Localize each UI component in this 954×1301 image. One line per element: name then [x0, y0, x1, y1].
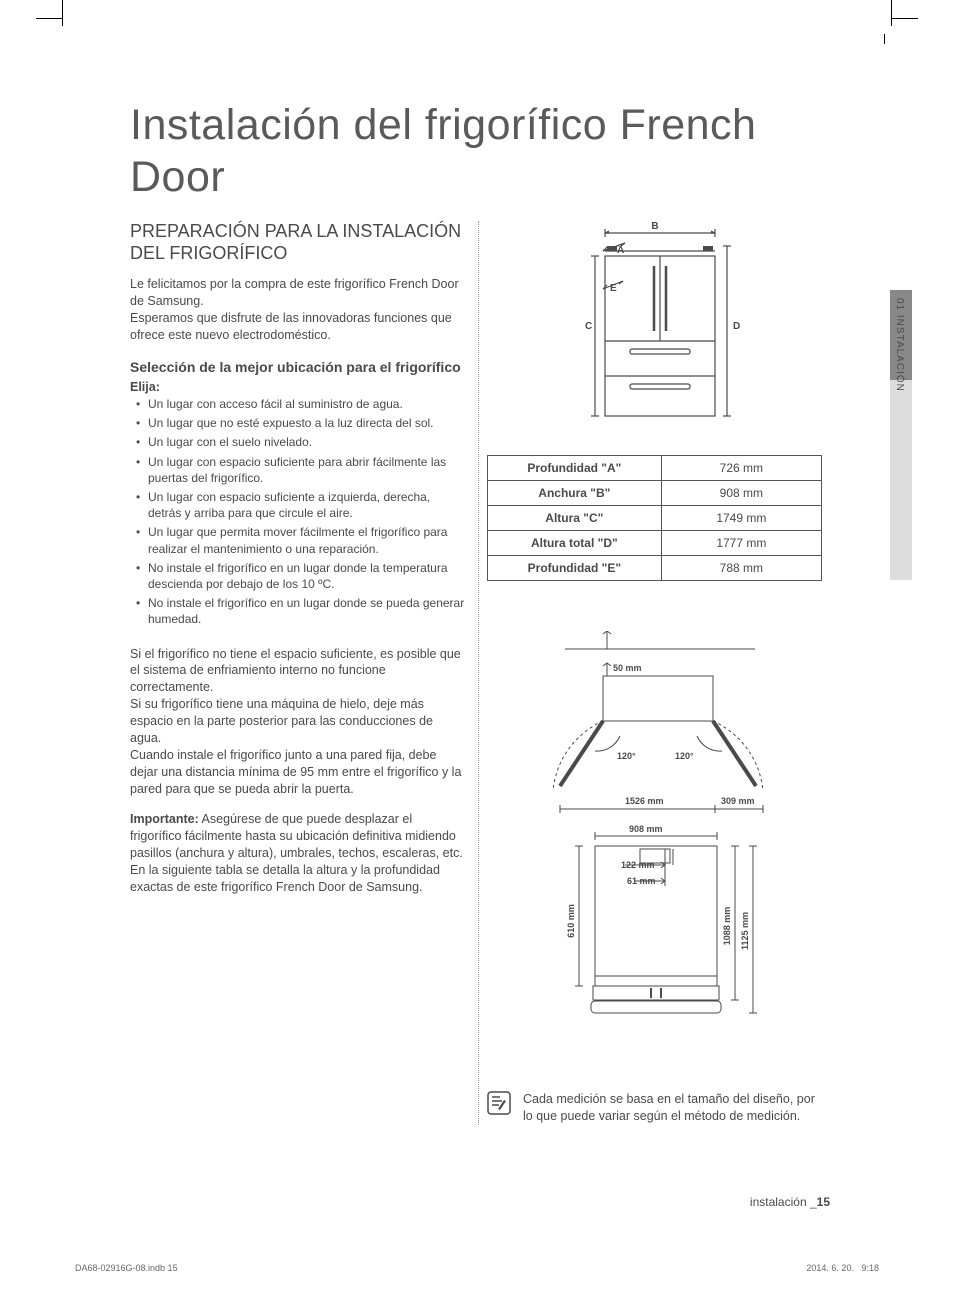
print-footer: DA68-02916G-08.indb 15 2014. 6. 20. 9:18: [75, 1263, 879, 1273]
note-block: Cada medición se basa en el tamaño del d…: [487, 1091, 822, 1125]
list-item: Un lugar con espacio suficiente a izquie…: [130, 489, 465, 521]
table-row: Profundidad "E"788 mm: [488, 556, 822, 581]
svg-text:1125 mm: 1125 mm: [740, 912, 750, 950]
svg-text:E: E: [610, 283, 617, 294]
list-item: Un lugar con acceso fácil al suministro …: [130, 396, 465, 412]
print-file: DA68-02916G-08.indb 15: [75, 1263, 178, 1273]
list-item: No instale el frigorífico en un lugar do…: [130, 560, 465, 592]
list-item: Un lugar que no esté expuesto a la luz d…: [130, 415, 465, 431]
choose-label: Elija:: [130, 380, 465, 394]
svg-text:908 mm: 908 mm: [629, 824, 663, 834]
door-swing-diagram: 50 mm 120° 120° 1526 mm 309 mm 908 mm 12…: [525, 631, 785, 1031]
svg-text:1526 mm: 1526 mm: [625, 796, 664, 806]
table-row: Profundidad "A"726 mm: [488, 456, 822, 481]
list-item: Un lugar con el suelo nivelado.: [130, 434, 465, 450]
important-paragraph: Importante: Asegúrese de que puede despl…: [130, 811, 465, 895]
svg-text:50 mm: 50 mm: [613, 663, 642, 673]
svg-text:120°: 120°: [675, 751, 694, 761]
svg-text:B: B: [651, 221, 658, 232]
list-item: Un lugar con espacio suficiente para abr…: [130, 454, 465, 486]
page-footer: instalación _15: [750, 1195, 830, 1209]
svg-text:309 mm: 309 mm: [721, 796, 755, 806]
svg-text:1088 mm: 1088 mm: [722, 907, 732, 946]
svg-text:D: D: [733, 321, 740, 332]
table-row: Altura "C"1749 mm: [488, 506, 822, 531]
paragraph: Si el frigorífico no tiene el espacio su…: [130, 646, 465, 798]
intro-text: Le felicitamos por la compra de este fri…: [130, 276, 465, 344]
svg-text:610 mm: 610 mm: [566, 904, 576, 938]
list-item: No instale el frigorífico en un lugar do…: [130, 595, 465, 627]
dimensions-table: Profundidad "A"726 mm Anchura "B"908 mm …: [487, 455, 822, 581]
section-tab-label: 01 INSTALACIÓN: [894, 298, 905, 392]
bullet-list: Un lugar con acceso fácil al suministro …: [130, 396, 465, 627]
table-row: Altura total "D"1777 mm: [488, 531, 822, 556]
svg-text:122 mm: 122 mm: [621, 860, 655, 870]
page-title: Instalación del frigorífico French Door: [130, 100, 830, 203]
table-row: Anchura "B"908 mm: [488, 481, 822, 506]
sub-heading: Selección de la mejor ubicación para el …: [130, 358, 465, 376]
section-tab: 01 INSTALACIÓN: [890, 290, 912, 580]
fridge-dimensions-diagram: B A E C D: [555, 221, 755, 431]
note-text: Cada medición se basa en el tamaño del d…: [523, 1091, 822, 1125]
list-item: Un lugar que permita mover fácilmente el…: [130, 524, 465, 556]
section-heading: PREPARACIÓN PARA LA INSTALACIÓN DEL FRIG…: [130, 221, 465, 264]
print-timestamp: 2014. 6. 20. 9:18: [806, 1263, 879, 1273]
svg-text:120°: 120°: [617, 751, 636, 761]
svg-text:A: A: [617, 245, 624, 256]
svg-text:C: C: [585, 321, 592, 332]
svg-text:61 mm: 61 mm: [627, 876, 656, 886]
note-icon: [487, 1091, 511, 1115]
